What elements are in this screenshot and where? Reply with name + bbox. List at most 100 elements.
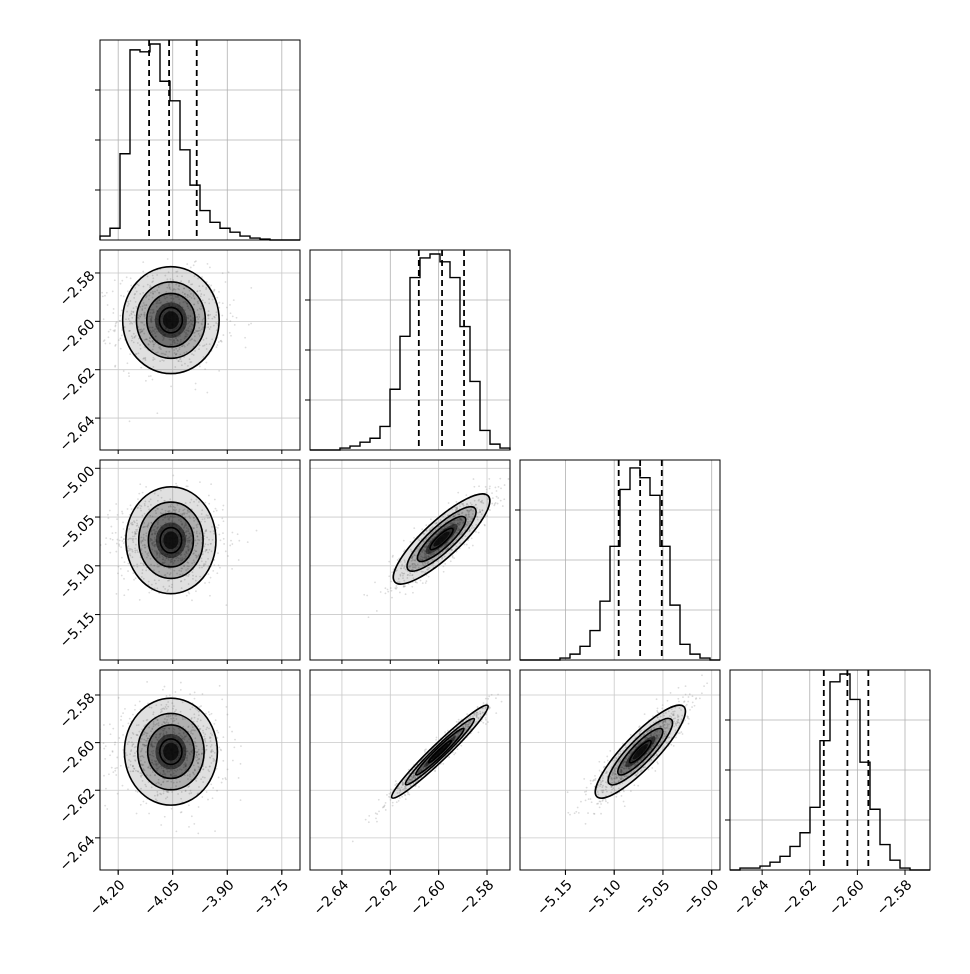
sample-point (110, 329, 112, 331)
sample-point (150, 375, 152, 377)
sample-point (495, 712, 497, 714)
sample-point (503, 498, 505, 500)
histogram-panel-3 (515, 460, 720, 660)
sample-point (186, 263, 188, 265)
sample-point (109, 510, 111, 512)
sample-point (211, 713, 213, 715)
sample-point (495, 502, 497, 504)
sample-point (124, 708, 126, 710)
sample-point (166, 695, 168, 697)
sample-point (482, 722, 484, 724)
sample-point (226, 706, 228, 708)
panel-content (81, 670, 300, 870)
sample-point (216, 344, 218, 346)
sample-point (678, 687, 680, 689)
sample-point (368, 821, 370, 823)
sample-point (142, 492, 144, 494)
sample-point (378, 799, 380, 801)
sample-point (212, 570, 214, 572)
sample-point (193, 264, 195, 266)
sample-point (191, 815, 193, 817)
sample-point (389, 793, 391, 795)
sample-point (487, 698, 489, 700)
sample-point (105, 788, 107, 790)
sample-point (123, 578, 125, 580)
sample-point (508, 478, 510, 480)
sample-point (181, 811, 183, 813)
sample-point (116, 543, 118, 545)
sample-point (156, 412, 158, 414)
sample-point (118, 545, 120, 547)
scatter-panel-4-2 (310, 670, 520, 870)
sample-point (171, 808, 173, 810)
sample-point (385, 809, 387, 811)
sample-point (114, 742, 116, 744)
scatter-panel-3-2 (310, 443, 530, 660)
sample-point (247, 541, 249, 543)
sample-point (518, 675, 520, 677)
sample-point (96, 770, 98, 772)
sample-point (411, 586, 413, 588)
sample-point (122, 540, 124, 542)
sample-point (256, 530, 258, 532)
panel-content (84, 460, 300, 660)
sample-point (473, 478, 475, 480)
sample-point (226, 307, 228, 309)
sample-point (219, 567, 221, 569)
sample-point (413, 527, 415, 529)
sample-point (131, 508, 133, 510)
sample-point (142, 271, 144, 273)
sample-point (108, 336, 110, 338)
sample-point (390, 587, 392, 589)
sample-point (450, 560, 452, 562)
sample-point (223, 538, 225, 540)
sample-point (107, 517, 109, 519)
sample-point (415, 581, 417, 583)
sample-point (496, 496, 498, 498)
sample-point (170, 386, 172, 388)
sample-point (109, 754, 111, 756)
sample-point (232, 760, 234, 762)
sample-point (465, 494, 467, 496)
sample-point (214, 236, 216, 238)
sample-point (107, 514, 109, 516)
sample-point (208, 503, 210, 505)
sample-point (485, 723, 487, 725)
histogram-panel-1 (95, 40, 300, 240)
sample-point (114, 744, 116, 746)
sample-point (448, 502, 450, 504)
sample-point (491, 694, 493, 696)
sample-point (380, 591, 382, 593)
sample-point (140, 804, 142, 806)
sample-point (120, 765, 122, 767)
sample-point (208, 711, 210, 713)
sample-point (137, 791, 139, 793)
sample-point (146, 681, 148, 683)
sample-point (485, 486, 487, 488)
sample-point (388, 575, 390, 577)
sample-point (662, 704, 664, 706)
sample-point (103, 748, 105, 750)
sample-point (115, 551, 117, 553)
sample-point (232, 532, 234, 534)
sample-point (230, 335, 232, 337)
sample-point (121, 557, 123, 559)
sample-point (207, 263, 209, 265)
sample-point (365, 819, 367, 821)
sample-point (472, 545, 474, 547)
sample-point (375, 817, 377, 819)
sample-point (135, 577, 137, 579)
sample-point (116, 757, 118, 759)
sample-point (117, 539, 119, 541)
sample-point (528, 443, 530, 445)
sample-point (197, 833, 199, 835)
sample-point (238, 540, 240, 542)
sample-point (194, 692, 196, 694)
sample-point (188, 804, 190, 806)
sample-point (231, 568, 233, 570)
sample-point (137, 498, 139, 500)
sample-point (688, 696, 690, 698)
sample-point (222, 505, 224, 507)
sample-point (103, 318, 105, 320)
sample-point (491, 492, 493, 494)
